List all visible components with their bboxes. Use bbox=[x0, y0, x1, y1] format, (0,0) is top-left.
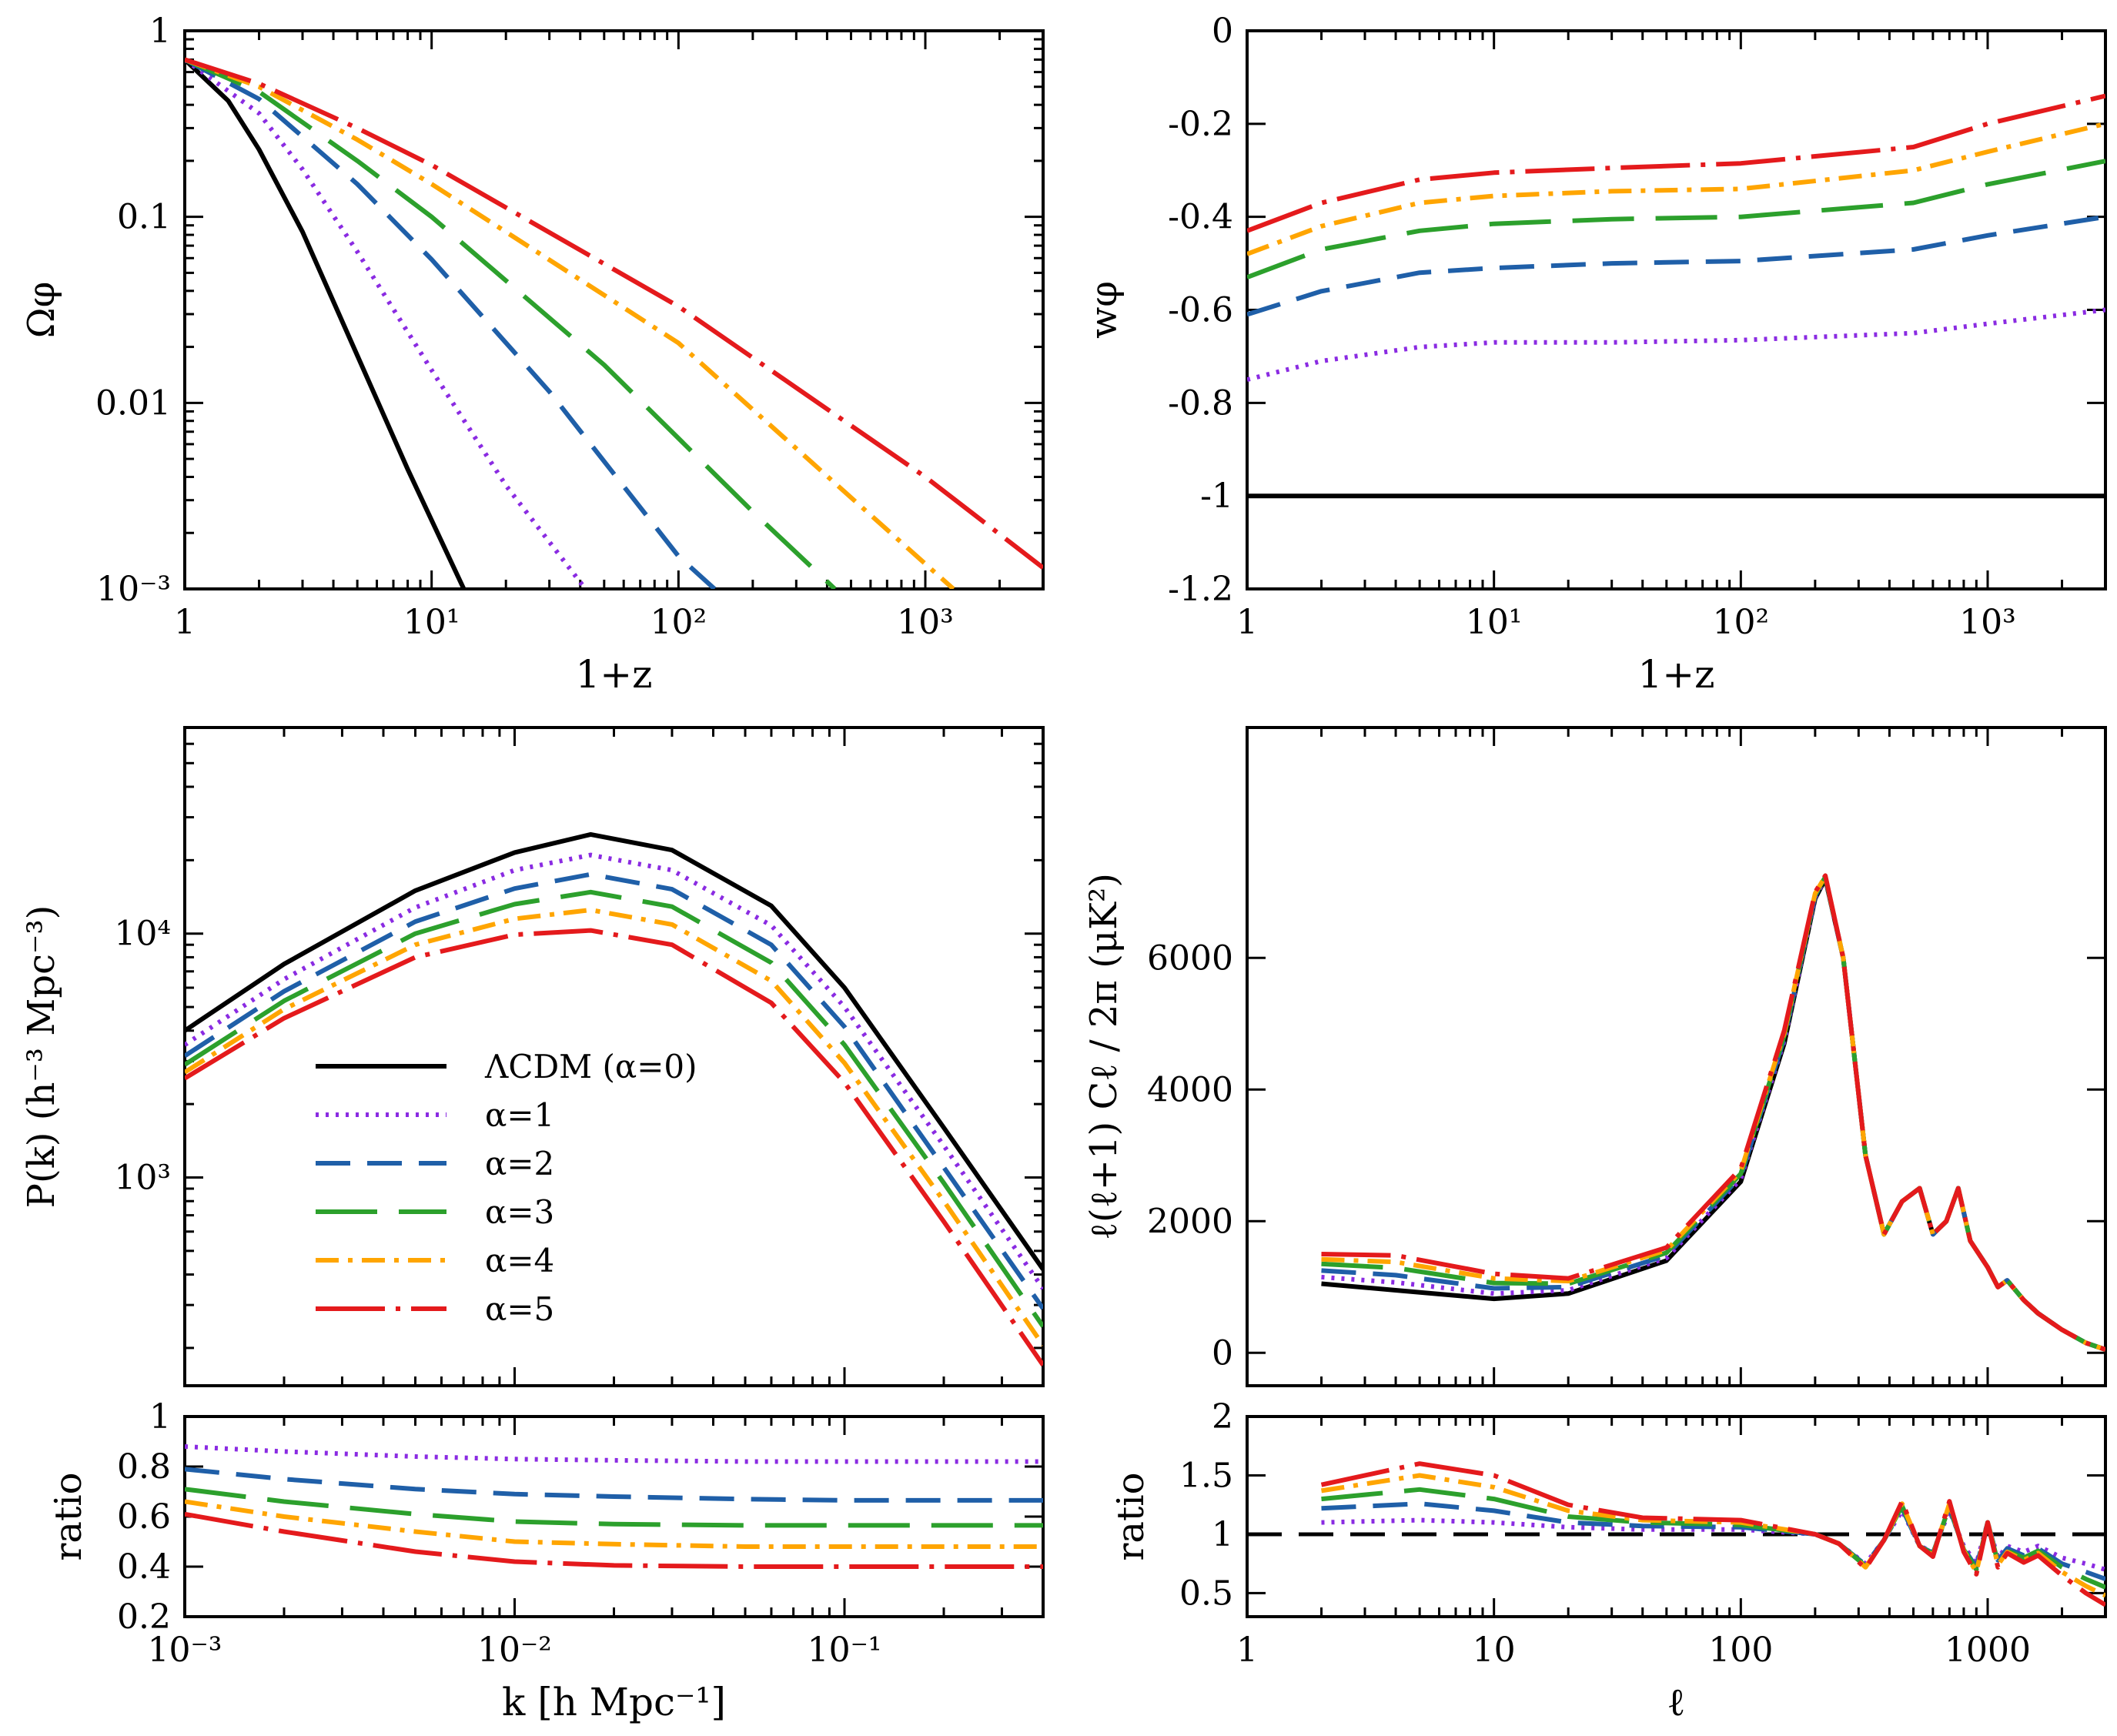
y-tick-label: -0.6 bbox=[1168, 291, 1233, 330]
y-tick-label: 1 bbox=[149, 12, 171, 51]
y-axis-label: Ωφ bbox=[20, 282, 63, 338]
panel-cl: 0 2000 4000 6000 ℓ(ℓ+1) Cℓ / 2π (μK²) bbox=[1082, 726, 2107, 1387]
x-tick-label: 10¹ bbox=[403, 603, 460, 642]
series-a3-line bbox=[1247, 159, 2105, 280]
series-a2-line bbox=[185, 871, 1043, 1310]
series-a1-line bbox=[1247, 307, 2105, 383]
x-tick-label: 10⁻³ bbox=[148, 1631, 222, 1670]
y-tick-label: 0.01 bbox=[95, 383, 171, 423]
series-a1-line bbox=[185, 852, 1043, 1290]
plot-frame bbox=[1246, 726, 2107, 1387]
x-tick-label: 10² bbox=[1713, 603, 1770, 642]
x-axis-label: 1+z bbox=[575, 652, 652, 697]
series-a4-line bbox=[1321, 874, 2105, 1352]
legend-label-a1: α=1 bbox=[485, 1096, 554, 1134]
plot-frame bbox=[183, 1415, 1045, 1618]
x-tick-label: 10⁻¹ bbox=[808, 1631, 882, 1670]
series-a4-line bbox=[185, 57, 955, 589]
y-tick-label: -1.2 bbox=[1168, 570, 1233, 609]
series-a1-line bbox=[185, 1444, 1043, 1464]
x-tick-label: 1 bbox=[1236, 603, 1258, 642]
y-tick-label: 0.8 bbox=[117, 1447, 171, 1487]
legend-label-lcdm: ΛCDM (α=0) bbox=[484, 1048, 697, 1085]
series-a3-line bbox=[185, 889, 1043, 1328]
series-a2-line bbox=[1321, 1501, 2105, 1581]
series-a2-line bbox=[185, 57, 717, 589]
series-a5-line bbox=[185, 57, 1043, 570]
panel-pk_ratio: 10⁻³ 10⁻² 10⁻¹ 1 0.8 0.6 0.4 0.2 k [h Mpc⁻¹] rati… bbox=[47, 1397, 1045, 1724]
plot-frame bbox=[1246, 1415, 2107, 1618]
legend-label-a3: α=3 bbox=[485, 1193, 554, 1231]
series-lcdm-line bbox=[185, 831, 1043, 1271]
x-tick-label: 10 bbox=[1473, 1631, 1516, 1670]
y-tick-label: -0.2 bbox=[1168, 105, 1233, 144]
y-tick-label: 1 bbox=[1212, 1515, 1233, 1554]
series-a2-line bbox=[1247, 214, 2105, 317]
series-a4-line bbox=[185, 908, 1043, 1347]
y-tick-label: 0.6 bbox=[117, 1497, 171, 1537]
y-tick-label: 0 bbox=[1212, 12, 1233, 51]
series-a3-line bbox=[185, 57, 837, 589]
y-tick-label: -0.4 bbox=[1168, 198, 1233, 237]
y-tick-label: 2 bbox=[1212, 1397, 1233, 1437]
y-tick-label: 10³ bbox=[114, 1159, 171, 1198]
y-tick-label: 0 bbox=[1212, 1333, 1233, 1373]
x-axis-label: 1+z bbox=[1637, 652, 1714, 697]
y-tick-label: 0.4 bbox=[117, 1547, 171, 1587]
panel-pk: 10⁴ 10³ P(k) (h⁻³ Mpc⁻³) bbox=[20, 726, 1045, 1387]
x-axis-label: ℓ bbox=[1667, 1680, 1686, 1724]
x-tick-label: 100 bbox=[1708, 1631, 1773, 1670]
x-tick-label: 10² bbox=[650, 603, 707, 642]
y-tick-label: 1 bbox=[149, 1397, 171, 1437]
legend-label-a5: α=5 bbox=[485, 1290, 554, 1328]
x-axis-label: k [h Mpc⁻¹] bbox=[502, 1680, 726, 1724]
series-a2-line bbox=[1321, 875, 2105, 1352]
x-tick-label: 10³ bbox=[1959, 603, 2016, 642]
series-a4-line bbox=[185, 1499, 1043, 1549]
y-tick-label: 0.5 bbox=[1179, 1574, 1233, 1613]
panel-omega: 1 10¹ 10² 10³ 1 0.1 0.01 10⁻³ 1+z Ωφ bbox=[20, 12, 1045, 697]
y-axis-label: P(k) (h⁻³ Mpc⁻³) bbox=[20, 905, 63, 1209]
x-tick-label: 1 bbox=[174, 603, 196, 642]
legend: ΛCDM (α=0) α=1 α=2 α=3 α=4 α=5 bbox=[316, 1048, 697, 1328]
y-axis-label: wφ bbox=[1082, 281, 1125, 339]
legend-label-a2: α=2 bbox=[485, 1145, 554, 1182]
y-tick-label: -1 bbox=[1200, 477, 1233, 516]
y-tick-label: 0.1 bbox=[117, 198, 171, 237]
y-axis-label: ratio bbox=[1109, 1472, 1152, 1560]
series-a5-line bbox=[1247, 93, 2105, 233]
y-tick-label: 0.2 bbox=[117, 1597, 171, 1637]
x-tick-label: 10³ bbox=[897, 603, 954, 642]
series-lcdm-line bbox=[185, 58, 467, 589]
legend-label-a4: α=4 bbox=[485, 1242, 554, 1279]
x-tick-label: 1000 bbox=[1945, 1631, 2031, 1670]
y-tick-label: 1.5 bbox=[1179, 1456, 1233, 1495]
panel-w: 1 10¹ 10² 10³ 0 -0.2 -0.4 -0.6 -0.8 -1 -1.2 1+z wφ bbox=[1082, 12, 2107, 697]
series-a5-line bbox=[185, 1511, 1043, 1569]
series-a5-line bbox=[1320, 1461, 2105, 1607]
series-a4-line bbox=[1247, 121, 2105, 256]
x-tick-label: 10⁻² bbox=[477, 1631, 552, 1670]
x-tick-label: 1 bbox=[1236, 1631, 1258, 1670]
plot-frame bbox=[183, 29, 1045, 590]
y-tick-label: 2000 bbox=[1147, 1202, 1233, 1241]
y-tick-label: 10⁻³ bbox=[96, 570, 171, 609]
series-a2-line bbox=[185, 1467, 1043, 1503]
y-axis-label: ratio bbox=[47, 1472, 90, 1560]
y-tick-label: 4000 bbox=[1147, 1070, 1233, 1109]
series-a3-line bbox=[185, 1487, 1043, 1528]
series-a5-line bbox=[185, 928, 1043, 1367]
plot-frame bbox=[1246, 29, 2107, 590]
y-axis-label: ℓ(ℓ+1) Cℓ / 2π (μK²) bbox=[1082, 873, 1125, 1240]
y-tick-label: 10⁴ bbox=[114, 915, 171, 954]
y-tick-label: 6000 bbox=[1147, 938, 1233, 978]
series-a1-line bbox=[185, 57, 587, 589]
series-a5-line bbox=[1321, 873, 2105, 1352]
x-tick-label: 10¹ bbox=[1466, 603, 1523, 642]
y-tick-label: -0.8 bbox=[1168, 383, 1233, 423]
